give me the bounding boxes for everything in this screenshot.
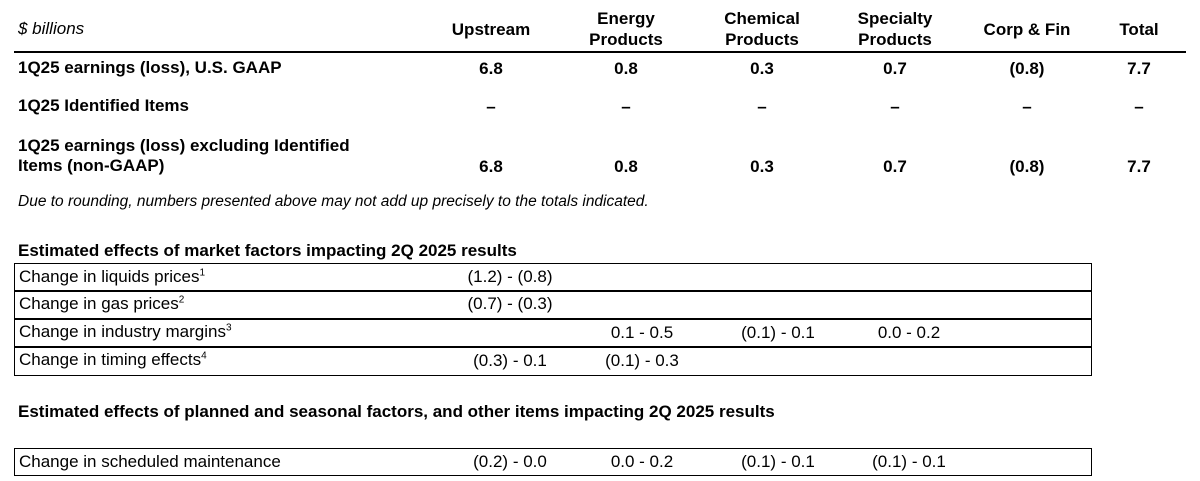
cell-identified-upstream: – xyxy=(486,97,496,116)
planned-row-label-maintenance: Change in scheduled maintenance xyxy=(19,452,281,471)
row-label-identified: 1Q25 Identified Items xyxy=(18,96,189,115)
cell-nongaap-chemical: 0.3 xyxy=(750,157,774,176)
planned-factors-table: Change in scheduled maintenance (0.2) - … xyxy=(14,448,1092,476)
col-header-specialty-products: Specialty Products xyxy=(857,9,933,49)
market-row-label-gas: Change in gas prices2 xyxy=(19,294,185,313)
header-divider xyxy=(14,51,1186,53)
row-label-nongaap-line2: Items (non-GAAP) xyxy=(18,156,165,175)
cell-maintenance-col3: (0.1) - 0.1 xyxy=(741,452,815,471)
cell-maintenance-col2: 0.0 - 0.2 xyxy=(610,452,674,471)
cell-timing-col1: (0.3) - 0.1 xyxy=(473,351,547,370)
cell-nongaap-corp: (0.8) xyxy=(1009,157,1045,176)
cell-nongaap-energy: 0.8 xyxy=(614,157,638,176)
cell-gas-col1: (0.7) - (0.3) xyxy=(467,294,553,313)
col-header-chemical-products: Chemical Products xyxy=(724,9,800,49)
row-label-gaap: 1Q25 earnings (loss), U.S. GAAP xyxy=(18,58,282,77)
cell-gaap-energy: 0.8 xyxy=(614,59,638,78)
col-header-corp-fin: Corp & Fin xyxy=(983,20,1071,39)
cell-gaap-upstream: 6.8 xyxy=(479,59,503,78)
market-row-label-margins: Change in industry margins3 xyxy=(19,322,232,341)
row-divider xyxy=(15,318,1091,320)
cell-nongaap-upstream: 6.8 xyxy=(479,157,503,176)
cell-identified-total: – xyxy=(1134,97,1144,116)
cell-gaap-specialty: 0.7 xyxy=(883,59,907,78)
cell-gaap-chemical: 0.3 xyxy=(750,59,774,78)
cell-margins-col3: (0.1) - 0.1 xyxy=(741,323,815,342)
market-row-label-liquids: Change in liquids prices1 xyxy=(19,267,206,286)
cell-gaap-total: 7.7 xyxy=(1127,59,1151,78)
row-label-nongaap-line1: 1Q25 earnings (loss) excluding Identifie… xyxy=(18,136,350,155)
cell-nongaap-total: 7.7 xyxy=(1127,157,1151,176)
unit-label: $ billions xyxy=(18,19,85,38)
cell-identified-corp: – xyxy=(1022,97,1032,116)
planned-factors-title: Estimated effects of planned and seasona… xyxy=(18,402,775,421)
row-divider xyxy=(15,346,1091,348)
cell-margins-col2: 0.1 - 0.5 xyxy=(610,323,674,342)
col-header-upstream: Upstream xyxy=(451,20,531,39)
cell-liquids-col1: (1.2) - (0.8) xyxy=(467,267,553,286)
cell-identified-energy: – xyxy=(621,97,631,116)
cell-gaap-corp: (0.8) xyxy=(1009,59,1045,78)
row-divider xyxy=(15,290,1091,292)
cell-identified-chemical: – xyxy=(757,97,767,116)
cell-nongaap-specialty: 0.7 xyxy=(883,157,907,176)
cell-timing-col2: (0.1) - 0.3 xyxy=(605,351,679,370)
col-header-energy-products: Energy Products xyxy=(589,9,663,49)
cell-maintenance-col4: (0.1) - 0.1 xyxy=(872,452,946,471)
market-factors-table: Change in liquids prices1 (1.2) - (0.8) … xyxy=(14,263,1092,376)
market-row-label-timing: Change in timing effects4 xyxy=(19,350,207,369)
rounding-footnote: Due to rounding, numbers presented above… xyxy=(18,193,649,210)
market-factors-title: Estimated effects of market factors impa… xyxy=(18,241,517,260)
cell-identified-specialty: – xyxy=(890,97,900,116)
cell-maintenance-col1: (0.2) - 0.0 xyxy=(473,452,547,471)
cell-margins-col4: 0.0 - 0.2 xyxy=(877,323,941,342)
col-header-total: Total xyxy=(1119,20,1159,39)
